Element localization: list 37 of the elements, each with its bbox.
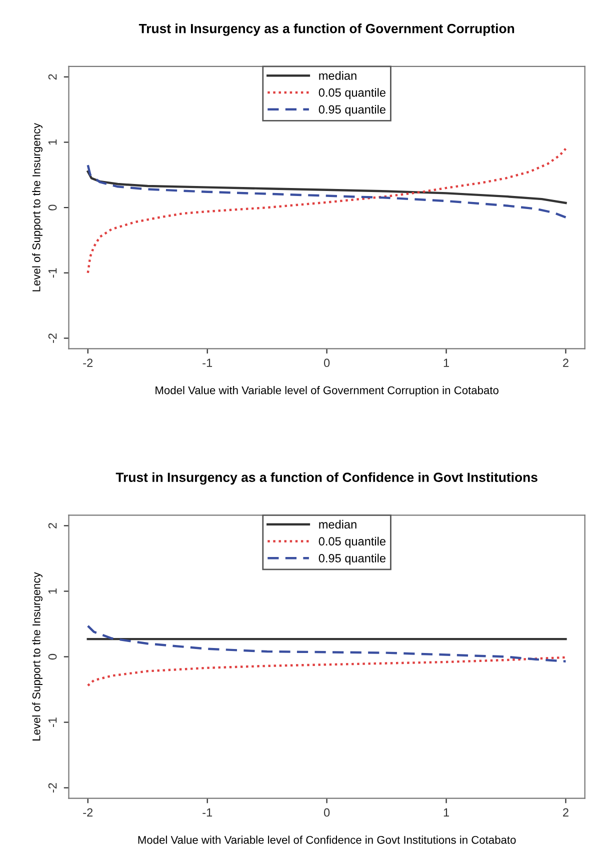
y-tick-label: -1 [48, 718, 57, 727]
y-tick-label: -2 [48, 783, 57, 793]
x-tick-label: 2 [563, 808, 568, 817]
y-tick-label: 0 [48, 204, 57, 210]
y-tick-label: 1 [48, 140, 57, 145]
x-axis-title: Model Value with Variable level of Government Corruption in Cotabato [156, 386, 498, 396]
x-tick-label: 1 [444, 808, 449, 817]
line-series [86, 148, 567, 274]
x-tick-label: -2 [83, 808, 93, 817]
x-tick-label: -2 [83, 358, 93, 367]
y-tick-label: 1 [48, 588, 57, 594]
x-tick-label: -1 [202, 808, 212, 817]
legend-label: median [319, 71, 356, 80]
x-tick-label: 0 [324, 358, 330, 368]
x-tick-label: -1 [202, 358, 212, 367]
chart-title: Trust in Insurgency as a function of Confidence in Govt Institutions [116, 472, 538, 485]
legend-label: median [319, 520, 356, 529]
legend-label: 0.05 quantile [318, 88, 386, 100]
y-tick-label: 2 [48, 523, 57, 528]
legend-label: 0.05 quantile [318, 536, 386, 548]
line-series [86, 624, 567, 662]
x-tick-label: 2 [563, 358, 568, 367]
y-tick-label: 0 [48, 654, 57, 660]
line-series [86, 656, 567, 687]
y-tick-label: -1 [48, 268, 57, 278]
y-tick-label: -2 [48, 334, 57, 343]
legend-label: 0.95 quantile [318, 554, 386, 565]
y-axis-title: Level of Support to the Insurgency [32, 122, 42, 292]
line-series [86, 170, 567, 204]
y-tick-label: 2 [48, 74, 57, 80]
line-series [86, 164, 567, 218]
y-axis-title: Level of Support to the Insurgency [32, 572, 42, 740]
legend-label: 0.95 quantile [318, 104, 386, 116]
chart-title: Trust in Insurgency as a function of Government Corruption [138, 24, 514, 36]
x-tick-label: 1 [444, 358, 449, 367]
x-tick-label: 0 [324, 808, 330, 817]
x-axis-title: Model Value with Variable level of Confidence in Govt Institutions in Cotabato [138, 836, 516, 844]
